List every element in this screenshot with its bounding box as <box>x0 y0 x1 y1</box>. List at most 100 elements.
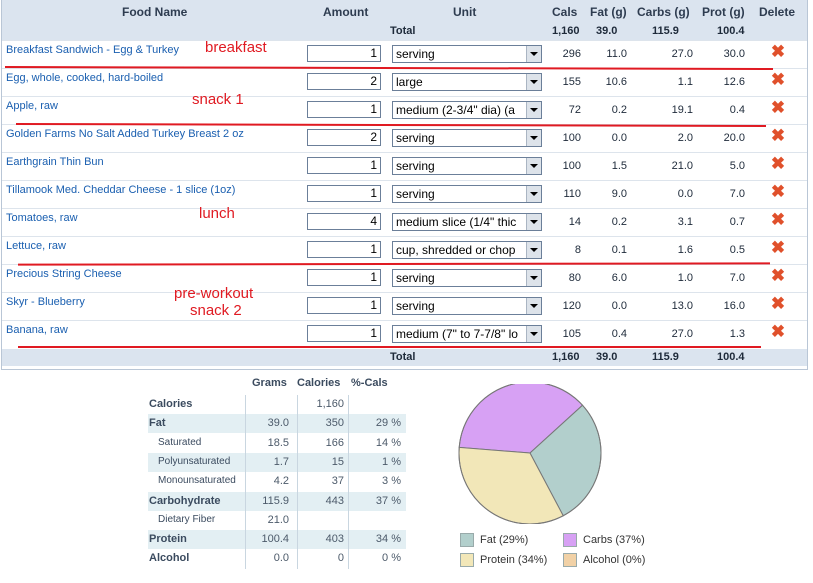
unit-select[interactable]: serving <box>392 129 542 147</box>
prot-value: 5.0 <box>729 160 745 172</box>
fat-value: 0.1 <box>611 244 627 256</box>
total-prot: 100.4 <box>717 351 745 363</box>
summary-calories: 350 <box>325 417 344 430</box>
amount-input[interactable]: 1 <box>307 185 381 202</box>
carbs-value: 1.6 <box>677 244 693 256</box>
summary-pct: 29 % <box>375 417 401 430</box>
food-name-link[interactable]: Egg, whole, cooked, hard-boiled <box>6 72 164 84</box>
summary-calories: 443 <box>325 494 344 507</box>
carbs-value: 0.0 <box>677 188 693 200</box>
prot-value: 0.4 <box>729 104 745 116</box>
total-row-top: Total 1,160 39.0 115.9 100.4 <box>2 23 807 40</box>
amount-input[interactable]: 1 <box>307 325 381 342</box>
chevron-down-icon <box>526 46 541 62</box>
summary-label: Fat <box>149 417 166 430</box>
food-name-link[interactable]: Banana, raw <box>6 324 68 336</box>
unit-select[interactable]: serving <box>392 157 542 175</box>
fat-value: 0.0 <box>611 300 627 312</box>
food-name-link[interactable]: Lettuce, raw <box>6 240 66 252</box>
delete-icon[interactable]: ✖ <box>770 294 786 313</box>
fat-value: 10.6 <box>605 76 627 88</box>
amount-input[interactable]: 1 <box>307 241 381 258</box>
chevron-down-icon <box>526 102 541 118</box>
amount-input[interactable]: 1 <box>307 269 381 286</box>
col-delete: Delete <box>759 5 796 19</box>
column-separator <box>297 395 298 569</box>
food-name-link[interactable]: Precious String Cheese <box>6 268 122 280</box>
summary-calories: 0 <box>337 552 344 565</box>
unit-select[interactable]: medium (2-3/4" dia) (a <box>392 101 542 119</box>
carbs-value: 13.0 <box>671 300 693 312</box>
delete-icon[interactable]: ✖ <box>770 70 786 89</box>
carbs-value: 27.0 <box>671 328 693 340</box>
delete-icon[interactable]: ✖ <box>770 238 786 257</box>
amount-input[interactable]: 1 <box>307 297 381 314</box>
unit-select[interactable]: medium (7" to 7-7/8" lo <box>392 325 542 343</box>
fat-value: 11.0 <box>606 48 627 60</box>
food-log-table: Food Name Amount Unit Cals Fat (g) Carbs… <box>1 0 808 370</box>
carbs-value: 21.0 <box>671 160 693 172</box>
summary-pct: 1 % <box>382 455 401 468</box>
legend-swatch <box>563 553 577 567</box>
fat-value: 6.0 <box>611 272 627 284</box>
fat-value: 0.0 <box>611 132 627 144</box>
delete-icon[interactable]: ✖ <box>770 98 786 117</box>
unit-select[interactable]: cup, shredded or chop <box>392 241 542 259</box>
summary-calories: 1,160 <box>316 398 344 410</box>
total-label: Total <box>390 351 416 363</box>
macro-pie-chart <box>458 384 602 524</box>
amount-input[interactable]: 4 <box>307 213 381 230</box>
delete-icon[interactable]: ✖ <box>770 322 786 341</box>
delete-icon[interactable]: ✖ <box>770 182 786 201</box>
delete-icon[interactable]: ✖ <box>770 126 786 145</box>
prot-value: 20.0 <box>723 132 745 144</box>
summary-row: Fat 39.0 350 29 % <box>148 414 406 434</box>
food-row: Egg, whole, cooked, hard-boiled 2 large 155… <box>2 68 807 97</box>
food-name-link[interactable]: Breakfast Sandwich - Egg & Turkey <box>6 44 180 56</box>
summary-label: Carbohydrate <box>149 494 221 507</box>
unit-select[interactable]: large <box>392 73 542 91</box>
amount-input[interactable]: 1 <box>307 157 381 174</box>
chevron-down-icon <box>526 326 541 342</box>
delete-icon[interactable]: ✖ <box>770 154 786 173</box>
delete-icon[interactable]: ✖ <box>770 42 786 61</box>
summary-pct: 14 % <box>375 436 401 449</box>
cals-value: 100 <box>562 160 581 172</box>
unit-value: serving <box>396 271 435 285</box>
summary-label: Alcohol <box>149 552 190 565</box>
food-name-link[interactable]: Apple, raw <box>6 100 58 112</box>
unit-select[interactable]: serving <box>392 185 542 203</box>
amount-input[interactable]: 1 <box>307 101 381 118</box>
nutrition-summary: Grams Calories %-Cals Calories 1,160 Fat 39… <box>148 375 406 575</box>
food-name-link[interactable]: Golden Farms No Salt Added Turkey Breast… <box>6 128 244 140</box>
food-name-link[interactable]: Tomatoes, raw <box>6 212 78 224</box>
col-amount: Amount <box>323 5 369 19</box>
prot-value: 7.0 <box>729 188 745 200</box>
summary-row: Saturated 18.5 166 14 % <box>148 434 406 453</box>
food-name-link[interactable]: Skyr - Blueberry <box>6 296 85 308</box>
food-row: Golden Farms No Salt Added Turkey Breast… <box>2 124 807 153</box>
unit-select[interactable]: serving <box>392 297 542 315</box>
summary-row: Monounsaturated 4.2 37 3 % <box>148 472 406 491</box>
summary-label: Protein <box>149 533 187 546</box>
amount-input[interactable]: 2 <box>307 129 381 146</box>
header-pct-cals: %-Cals <box>351 377 388 389</box>
total-cals: 1,160 <box>552 351 580 363</box>
delete-icon[interactable]: ✖ <box>770 266 786 285</box>
carbs-value: 27.0 <box>671 48 693 60</box>
cals-value: 8 <box>574 244 581 256</box>
unit-select[interactable]: serving <box>392 45 542 63</box>
food-name-link[interactable]: Tillamook Med. Cheddar Cheese - 1 slice … <box>6 184 236 196</box>
prot-value: 16.0 <box>723 300 745 312</box>
unit-value: cup, shredded or chop <box>396 243 516 257</box>
annotation-snack1: snack 1 <box>192 91 244 108</box>
amount-input[interactable]: 2 <box>307 73 381 90</box>
unit-select[interactable]: serving <box>392 269 542 287</box>
column-separator <box>245 395 246 569</box>
delete-icon[interactable]: ✖ <box>770 210 786 229</box>
unit-select[interactable]: medium slice (1/4" thic <box>392 213 542 231</box>
amount-input[interactable]: 1 <box>307 45 381 62</box>
annotation-preworkout: pre-workout <box>174 285 254 302</box>
fat-value: 0.2 <box>611 104 627 116</box>
food-name-link[interactable]: Earthgrain Thin Bun <box>6 156 104 168</box>
